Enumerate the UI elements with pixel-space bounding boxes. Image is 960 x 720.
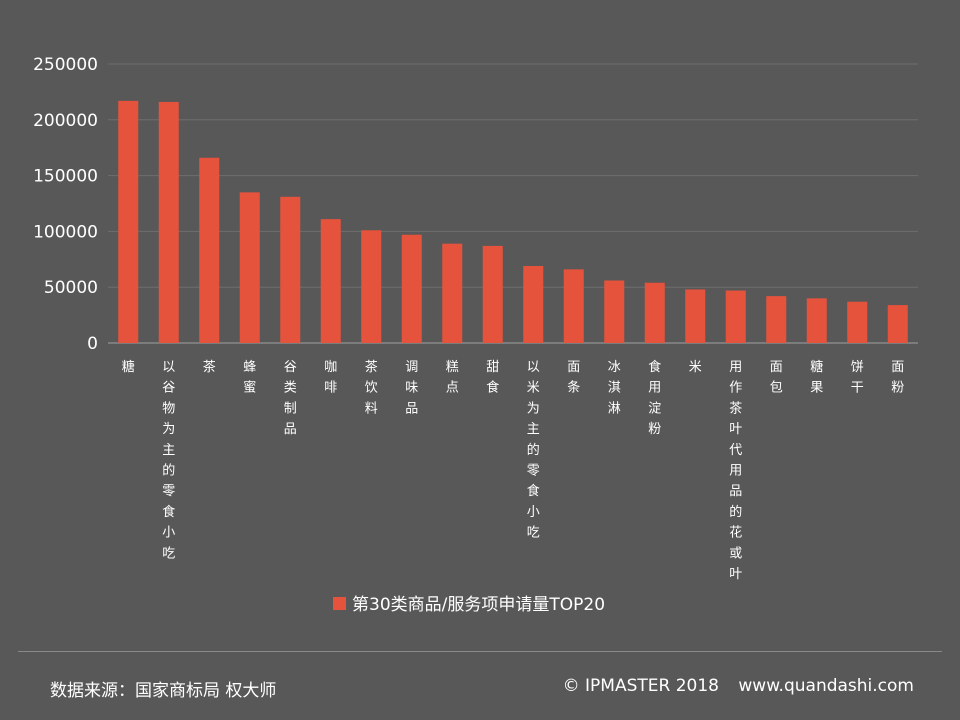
category-label: 甜食	[486, 359, 499, 396]
footer-credits: © IPMASTER 2018 www.quandashi.com	[563, 676, 914, 696]
category-label: 米	[689, 360, 702, 375]
legend: 第30类商品/服务项申请量TOP20	[333, 595, 605, 615]
category-label: 糕点	[446, 360, 459, 396]
legend-swatch	[333, 597, 346, 610]
bar	[442, 243, 463, 343]
bar	[199, 157, 220, 343]
category-label: 调味品	[405, 360, 418, 416]
legend-label: 第30类商品/服务项申请量TOP20	[352, 595, 605, 615]
bar	[523, 265, 544, 343]
bar	[644, 282, 665, 343]
bar	[239, 192, 260, 343]
bar	[401, 234, 422, 343]
category-label: 咖啡	[324, 360, 337, 396]
bar	[280, 196, 301, 343]
category-label: 面条	[567, 360, 580, 396]
bar	[563, 269, 584, 343]
y-tick-label: 0	[87, 334, 98, 354]
y-axis-ticks: 0 50000 100000 150000 200000 250000	[33, 55, 98, 354]
bar	[118, 100, 139, 343]
category-label: 以谷物为主的零食小吃	[162, 360, 175, 561]
category-label: 饼干	[851, 360, 864, 396]
y-tick-label: 150000	[33, 167, 98, 187]
y-tick-label: 50000	[44, 278, 98, 298]
category-label: 以米为主的零食小吃	[527, 360, 540, 541]
bars	[118, 100, 908, 343]
data-source: 数据来源：国家商标局 权大师	[50, 681, 277, 701]
bar	[320, 219, 341, 343]
category-label: 糖	[122, 359, 135, 375]
bar	[361, 230, 382, 343]
category-label: 茶	[203, 359, 216, 375]
bar	[604, 280, 625, 343]
bar	[887, 305, 908, 343]
category-label: 食用淀粉	[648, 359, 661, 437]
category-label: 蜂蜜	[243, 360, 256, 396]
footer-divider	[18, 651, 942, 652]
bar	[847, 301, 868, 343]
gridlines	[108, 63, 918, 344]
website-link[interactable]: www.quandashi.com	[738, 676, 914, 696]
category-label: 糖果	[810, 359, 823, 396]
bar	[482, 245, 503, 343]
bar	[725, 290, 746, 343]
category-label: 谷类制品	[284, 360, 297, 437]
y-tick-label: 100000	[33, 222, 98, 242]
copyright: © IPMASTER 2018	[562, 676, 719, 696]
category-label: 冰淇淋	[608, 360, 621, 416]
bar	[766, 296, 787, 343]
category-label: 面包	[770, 360, 783, 396]
y-tick-label: 250000	[33, 55, 98, 75]
bar	[685, 289, 706, 343]
category-label: 茶饮料	[365, 359, 378, 416]
y-tick-label: 200000	[33, 111, 98, 131]
category-label: 面粉	[891, 360, 904, 396]
category-label: 用作茶叶代用品的花或叶	[729, 360, 742, 582]
bar	[158, 101, 179, 343]
bar	[806, 298, 827, 343]
